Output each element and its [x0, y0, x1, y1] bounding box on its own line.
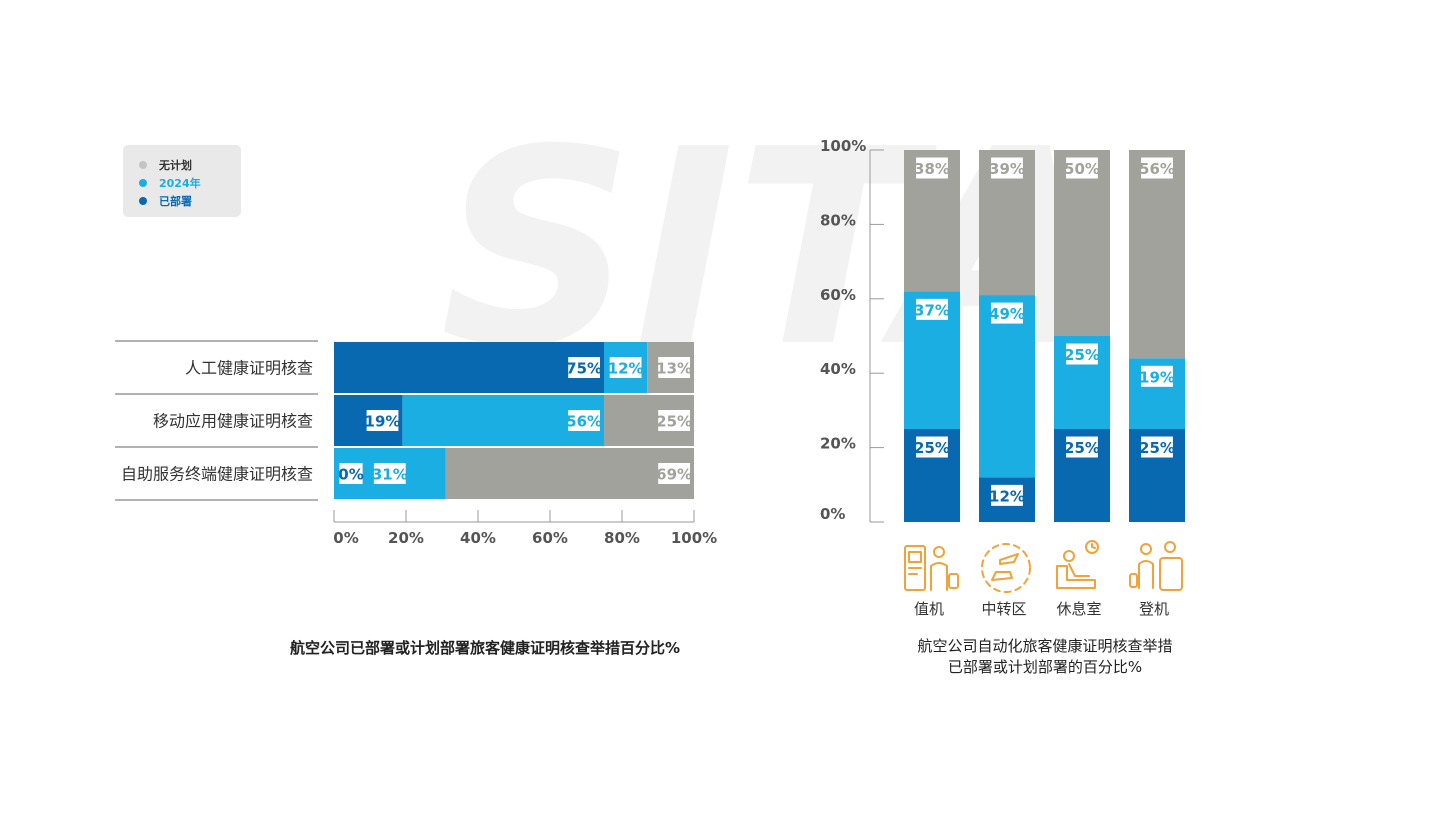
right-chart-title: 航空公司自动化旅客健康证明核查举措 已部署或计划部署的百分比%: [860, 636, 1230, 678]
data-label-plan-2024-box: [991, 302, 1023, 324]
data-label-deployed-box: [339, 463, 363, 484]
data-label-plan-2024-box: [916, 298, 948, 320]
data-label-no-plan-box: [658, 410, 690, 431]
data-label-plan-2024: 31%: [372, 466, 408, 484]
legend-label-2024: 2024年: [159, 177, 201, 190]
data-label-plan-2024: 12%: [608, 360, 644, 378]
kiosk-traveler-icon: [904, 545, 959, 591]
data-label-no-plan-box: [658, 357, 690, 378]
data-label-no-plan: 39%: [989, 160, 1025, 178]
category-label: 自助服务终端健康证明核查: [121, 465, 313, 484]
vertical-stacked-bar-chart: 0% 20% 40% 60% 80% 100% 25% 37% 38% 值机 12% 49% 39% 中转…: [820, 137, 1185, 618]
legend-label-no-plan: 无计划: [159, 159, 192, 172]
data-label-deployed: 25%: [914, 439, 950, 457]
data-label-no-plan-box: [916, 157, 948, 179]
x-tick-label: 60%: [532, 529, 568, 547]
category-label: 移动应用健康证明核查: [153, 412, 313, 431]
data-label-plan-2024-box: [568, 410, 600, 431]
lounge-icon: [1056, 540, 1099, 589]
data-label-plan-2024-box: [1066, 343, 1098, 365]
y-tick-label: 0%: [820, 505, 845, 523]
column-segment-plan-2024: [979, 295, 1035, 478]
column-segment-no-plan: [1129, 150, 1185, 359]
right-chart-title-line-1: 航空公司自动化旅客健康证明核查举措: [917, 637, 1173, 655]
category-icons: [904, 540, 1183, 593]
data-label-deployed: 25%: [1064, 439, 1100, 457]
data-label-deployed: 25%: [1139, 439, 1175, 457]
data-label-no-plan-box: [1141, 157, 1173, 179]
data-label-deployed-box: [1141, 436, 1173, 458]
category-label: 中转区: [981, 600, 1026, 618]
bar-segment-no-plan: [445, 448, 694, 499]
left-chart-title: 航空公司已部署或计划部署旅客健康证明核查举措百分比%: [289, 639, 681, 657]
legend-item-2024: 2024年: [139, 175, 201, 191]
bar-segment-deployed: [334, 342, 604, 393]
data-label-deployed-box: [916, 436, 948, 458]
y-tick-label: 80%: [820, 211, 856, 229]
right-chart-title-line-2: 已部署或计划部署的百分比%: [947, 658, 1143, 676]
data-label-no-plan: 13%: [656, 360, 692, 378]
data-label-no-plan-box: [1066, 157, 1098, 179]
category-label: 登机: [1139, 600, 1169, 618]
data-label-deployed: 12%: [989, 487, 1025, 505]
data-label-no-plan: 25%: [656, 413, 692, 431]
y-tick-label: 100%: [820, 137, 866, 155]
x-tick-label: 0%: [333, 529, 358, 547]
data-label-deployed-box: [366, 410, 399, 431]
boarding-icon: [1129, 541, 1183, 591]
data-label-plan-2024-box: [609, 357, 642, 378]
data-label-deployed: 75%: [566, 360, 602, 378]
legend-label-deployed: 已部署: [159, 195, 192, 208]
data-label-plan-2024: 37%: [914, 301, 950, 319]
data-label-plan-2024: 56%: [566, 413, 602, 431]
legend-dot-deployed: [139, 197, 147, 205]
data-label-no-plan: 38%: [914, 160, 950, 178]
category-label: 休息室: [1056, 600, 1101, 618]
legend-item-no-plan: 无计划: [139, 157, 192, 173]
x-tick-label: 20%: [388, 529, 424, 547]
data-label-deployed-box: [568, 357, 600, 378]
data-label-no-plan: 56%: [1139, 160, 1175, 178]
legend-dot-no-plan: [139, 161, 147, 169]
legend-dot-2024: [139, 179, 147, 187]
data-label-plan-2024: 49%: [989, 305, 1025, 323]
data-label-deployed-box: [1066, 436, 1098, 458]
transfer-planes-icon: [981, 543, 1031, 593]
data-label-no-plan-box: [658, 463, 690, 484]
y-tick-label: 40%: [820, 360, 856, 378]
data-label-deployed: 0%: [338, 466, 363, 484]
data-label-no-plan: 69%: [656, 466, 692, 484]
x-tick-label: 40%: [460, 529, 496, 547]
category-label: 人工健康证明核查: [185, 359, 313, 378]
legend-item-deployed: 已部署: [139, 193, 192, 209]
data-label-no-plan: 50%: [1064, 160, 1100, 178]
data-label-plan-2024-box: [1141, 365, 1173, 387]
x-tick-label: 100%: [671, 529, 717, 547]
data-label-no-plan-box: [991, 157, 1023, 179]
x-tick-label: 80%: [604, 529, 640, 547]
category-label: 值机: [914, 600, 944, 618]
data-label-plan-2024-box: [373, 463, 406, 484]
data-label-deployed-box: [991, 484, 1023, 506]
legend: 无计划 2024年 已部署: [123, 145, 241, 217]
column-segment-no-plan: [1054, 150, 1110, 336]
y-tick-label: 20%: [820, 435, 856, 453]
horizontal-stacked-bar-chart: 人工健康证明核查 75% 12% 13% 移动应用健康证明核查 19% 56% 25% 自助服务…: [115, 340, 717, 547]
data-label-deployed: 19%: [365, 413, 401, 431]
data-label-plan-2024: 19%: [1139, 368, 1175, 386]
data-label-plan-2024: 25%: [1064, 346, 1100, 364]
y-tick-label: 60%: [820, 286, 856, 304]
